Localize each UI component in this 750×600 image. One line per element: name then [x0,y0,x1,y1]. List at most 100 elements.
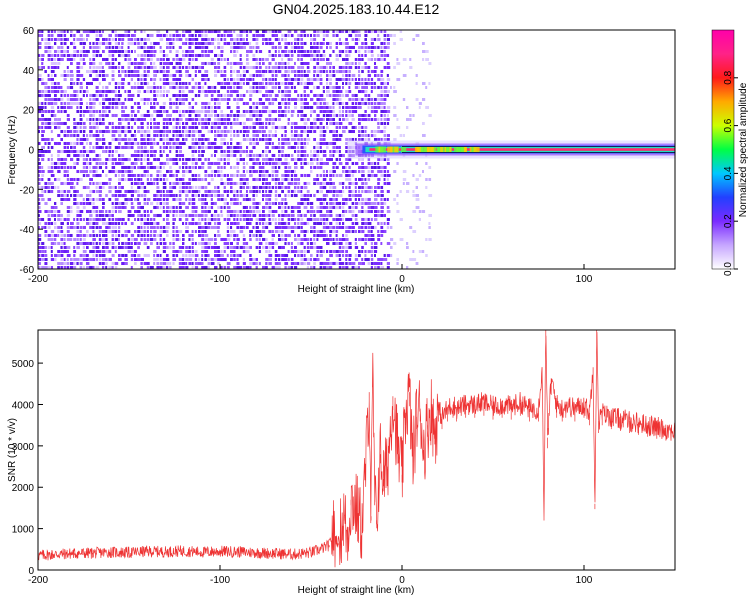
heatmap-cell [207,110,211,113]
heatmap-cell [377,54,380,57]
heatmap-cell [38,258,41,261]
heatmap-cell [108,226,111,229]
heatmap-cell [182,82,185,85]
heatmap-cell [335,126,339,129]
heatmap-cell [175,66,179,69]
heatmap-cell [236,234,239,237]
heatmap-cell [47,166,51,169]
heatmap-cell [262,134,265,137]
heatmap-cell [332,94,337,97]
heatmap-cell [194,118,199,121]
heatmap-cell [300,166,304,169]
heatmap-cell [271,66,276,69]
heatmap-cell [214,210,218,213]
heatmap-cell [60,158,64,161]
heatmap-cell [172,174,175,177]
heatmap-cell [175,102,178,105]
heatmap-cell [214,246,218,249]
heatmap-cell [258,110,262,113]
heatmap-cell [140,222,143,225]
heatmap-cell [70,82,73,85]
heatmap-cell [300,34,303,37]
heatmap-cell [127,70,131,73]
heatmap-cell [217,166,220,169]
heatmap-cell [230,174,234,177]
heatmap-cell [393,90,397,93]
heatmap-cell [300,134,303,137]
heatmap-cell [348,54,351,57]
heatmap-cell [274,198,278,201]
heatmap-cell [415,74,418,77]
heatmap-cell [354,58,358,61]
heatmap-cell [191,154,195,157]
heatmap-cell [313,230,316,233]
heatmap-cell [220,170,223,173]
heatmap-cell [175,122,180,125]
heatmap-cell [162,110,167,113]
heatmap-cell [236,242,239,245]
heatmap-cell [207,90,212,93]
heatmap-cell [146,142,150,145]
heatmap-cell [130,174,135,177]
heatmap-cell [249,30,252,33]
heatmap-cell [188,250,191,253]
heatmap-cell [41,138,45,141]
heatmap-cell [146,202,149,205]
heatmap-cell [172,130,176,133]
heatmap-cell [153,254,156,257]
heatmap-cell [146,254,150,257]
heatmap-cell [178,142,183,145]
heatmap-cell [284,238,288,241]
heatmap-cell [316,222,321,225]
heatmap-cell [150,210,153,213]
heatmap-cell [118,234,121,237]
heatmap-cell [198,134,201,137]
heatmap-cell [156,186,160,189]
heatmap-cell [367,158,371,161]
heatmap-cell [364,138,367,141]
heatmap-cell [127,90,131,93]
heatmap-cell [393,198,396,201]
heatmap-cell [86,262,90,265]
heatmap-cell [249,210,253,213]
heatmap-cell [191,178,196,181]
heatmap-cell [41,258,44,261]
heatmap-cell [194,146,198,149]
heatmap-cell [297,46,301,49]
heatmap-cell [271,90,274,93]
heatmap-cell [242,262,246,265]
heatmap-cell [230,186,233,189]
heatmap-cell [223,70,227,73]
heatmap-cell [121,246,124,249]
heatmap-cell [44,230,48,233]
heatmap-cell [249,186,252,189]
heatmap-cell [364,126,368,129]
heatmap-cell [310,82,314,85]
heatmap-cell [198,122,201,125]
heatmap-cell [246,226,249,229]
heatmap-cell [214,174,217,177]
heatmap-cell [287,178,290,181]
heatmap-cell [246,182,249,185]
heatmap-cell [374,226,377,229]
heatmap-cell [402,74,407,77]
heatmap-cell [210,122,215,125]
heatmap-cell [134,182,138,185]
heatmap-cell [98,250,102,253]
heatmap-cell [207,118,211,121]
heatmap-cell [345,38,348,41]
heatmap-cell [335,82,338,85]
heatmap-cell [335,30,340,33]
heatmap-cell [271,246,275,249]
heatmap-cell [60,122,64,125]
heatmap-cell [319,150,323,153]
heatmap-cell [386,138,390,141]
heatmap-cell [44,234,47,237]
heatmap-cell [166,30,169,33]
heatmap-cell [271,146,275,149]
heatmap-cell [111,130,116,133]
heatmap-cell [95,166,98,169]
heatmap-cell [175,238,180,241]
heatmap-cell [303,214,307,217]
heatmap-cell [207,62,212,65]
